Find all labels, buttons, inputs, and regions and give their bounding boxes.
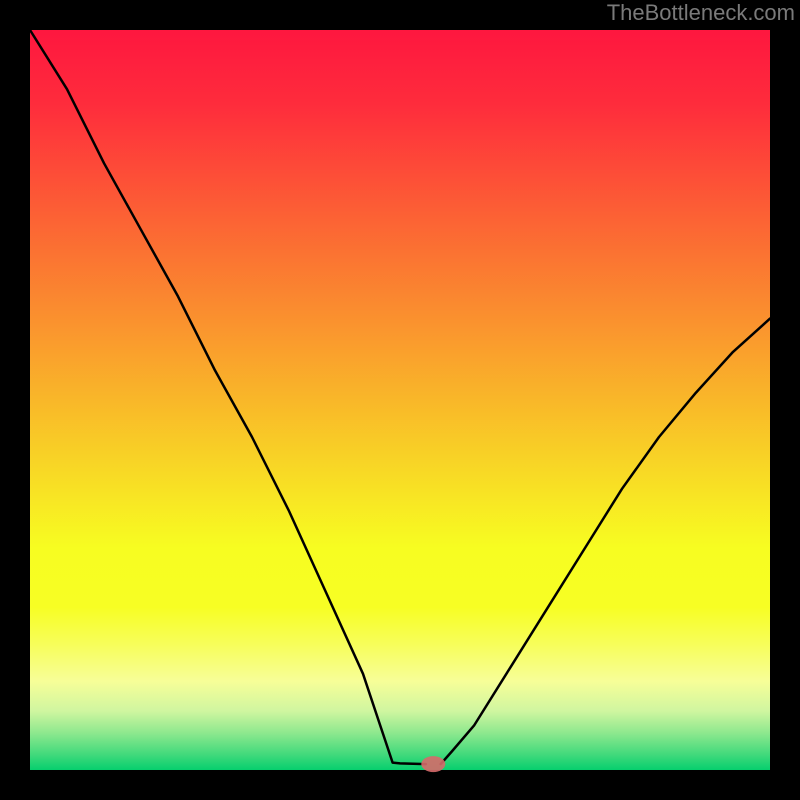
optimal-point-marker: [421, 756, 445, 772]
chart-stage: TheBottleneck.com: [0, 0, 800, 800]
watermark-text: TheBottleneck.com: [607, 0, 795, 25]
chart-svg: TheBottleneck.com: [0, 0, 800, 800]
plot-area: [30, 30, 770, 770]
